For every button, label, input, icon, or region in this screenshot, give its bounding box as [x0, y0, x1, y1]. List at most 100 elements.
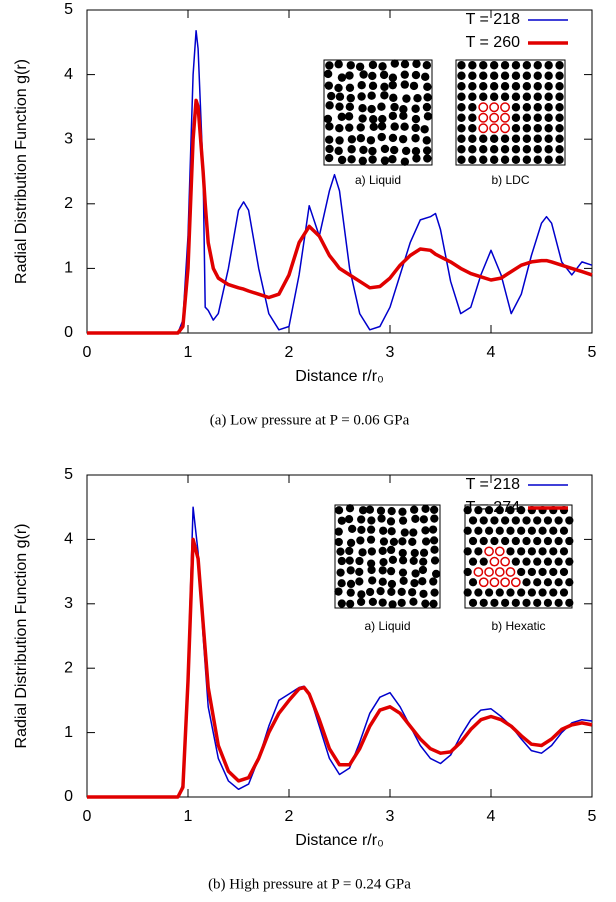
- particle: [533, 155, 542, 164]
- particle: [398, 516, 408, 525]
- particle: [494, 567, 505, 577]
- particle: [468, 145, 477, 154]
- particle: [398, 507, 407, 516]
- particle: [457, 92, 466, 101]
- particle: [538, 567, 547, 577]
- particle: [402, 94, 411, 103]
- particle: [549, 547, 558, 556]
- particle: [501, 598, 510, 607]
- particle: [422, 102, 432, 112]
- y-tick-label: 4: [64, 531, 73, 548]
- particle: [565, 578, 574, 587]
- particle: [345, 546, 354, 556]
- particle: [554, 598, 563, 607]
- x-tick-label: 3: [386, 344, 395, 361]
- particle: [510, 577, 521, 588]
- particle: [506, 506, 515, 515]
- particle: [355, 577, 364, 586]
- particle: [379, 537, 389, 546]
- particle: [517, 588, 526, 597]
- particle: [549, 526, 558, 535]
- particle: [411, 569, 420, 578]
- particle: [468, 61, 477, 70]
- particle: [533, 61, 542, 70]
- particle: [511, 61, 521, 70]
- x-tick-label: 5: [588, 344, 597, 361]
- particle: [522, 557, 531, 566]
- x-tick-label: 3: [386, 808, 395, 825]
- particle: [463, 506, 472, 515]
- particle: [522, 103, 532, 112]
- particle: [533, 134, 542, 143]
- particle: [409, 597, 418, 606]
- particle: [423, 93, 432, 102]
- particle: [389, 145, 399, 155]
- particle: [365, 505, 375, 514]
- particle: [400, 157, 410, 166]
- particle: [500, 123, 510, 134]
- particle: [544, 113, 553, 122]
- particle: [549, 567, 558, 577]
- particle: [555, 92, 564, 101]
- y-tick-label: 3: [64, 595, 73, 612]
- particle: [544, 145, 553, 154]
- particle: [430, 514, 439, 523]
- particle: [422, 136, 431, 145]
- particle: [386, 545, 396, 555]
- particle: [489, 61, 499, 70]
- particle: [380, 91, 389, 100]
- particle: [367, 559, 376, 568]
- particle: [544, 71, 553, 80]
- particle: [400, 122, 409, 131]
- particle: [418, 577, 427, 586]
- particle: [479, 155, 488, 164]
- particle: [335, 92, 345, 101]
- particle: [479, 82, 488, 91]
- particle: [358, 114, 367, 123]
- particle: [478, 123, 489, 134]
- particle: [386, 567, 396, 576]
- particle: [495, 588, 504, 597]
- x-tick-label: 5: [588, 808, 597, 825]
- particle: [398, 548, 407, 558]
- particle: [533, 536, 542, 546]
- particle: [457, 134, 466, 143]
- particle: [337, 579, 346, 588]
- particle: [457, 82, 466, 91]
- y-axis-label: Radial Distribution Function g(r): [13, 59, 30, 284]
- particle: [412, 59, 421, 69]
- particle: [479, 516, 488, 525]
- particle: [468, 598, 478, 607]
- particle: [522, 134, 532, 143]
- y-tick-label: 1: [64, 724, 73, 741]
- particle: [463, 547, 472, 556]
- particle: [468, 82, 477, 91]
- particle: [386, 517, 396, 526]
- particle: [533, 557, 542, 566]
- particle: [377, 132, 386, 142]
- particle: [468, 92, 477, 101]
- y-tick-label: 4: [64, 66, 73, 83]
- particle: [468, 113, 477, 122]
- particle: [555, 134, 564, 143]
- particle: [357, 80, 366, 90]
- particle: [398, 568, 408, 577]
- particle: [325, 135, 334, 144]
- particle: [533, 124, 542, 133]
- particle: [356, 597, 366, 606]
- particle: [474, 547, 483, 556]
- particle: [505, 567, 516, 577]
- particle: [511, 124, 521, 133]
- particle: [366, 136, 376, 145]
- particle: [334, 587, 343, 596]
- particle: [421, 599, 430, 608]
- particle: [431, 569, 441, 579]
- particle: [356, 123, 365, 132]
- particle: [484, 588, 494, 597]
- particle: [368, 597, 377, 606]
- particle: [357, 525, 366, 534]
- particle: [544, 134, 553, 143]
- particle: [468, 557, 478, 566]
- particle: [423, 82, 432, 92]
- particle: [388, 133, 398, 143]
